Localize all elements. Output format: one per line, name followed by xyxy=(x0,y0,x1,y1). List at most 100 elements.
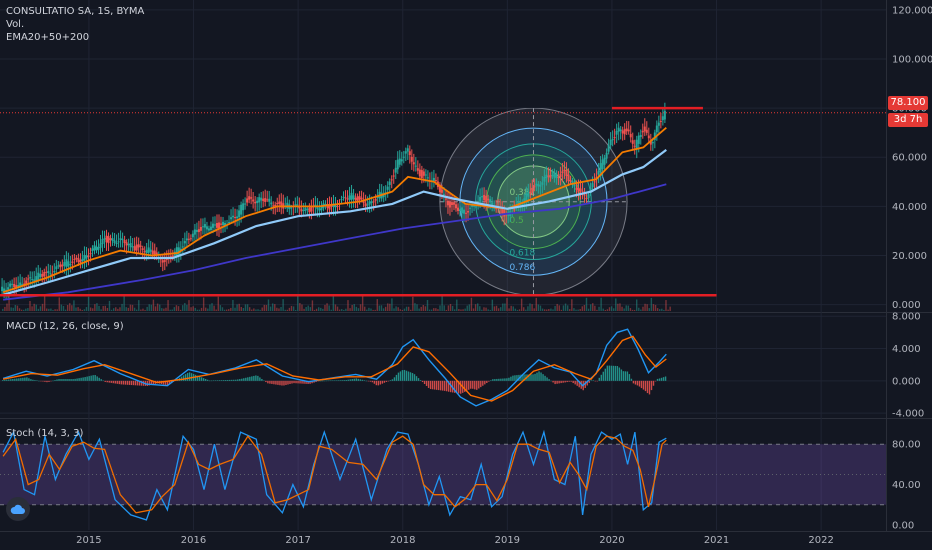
volume-bar xyxy=(156,303,159,311)
volume-bar xyxy=(422,304,425,311)
volume-bar xyxy=(6,303,8,311)
volume-bar xyxy=(652,304,655,311)
macd-histogram-bar xyxy=(261,378,263,381)
stoch-label[interactable]: Stoch (14, 3, 3) xyxy=(6,428,84,439)
candle-body xyxy=(272,205,275,207)
volume-bar xyxy=(179,309,182,311)
candle-body xyxy=(83,254,86,261)
candle-body xyxy=(583,194,586,196)
volume-bar xyxy=(395,306,397,311)
symbol-title[interactable]: CONSULTATIO SA, 1S, BYMA xyxy=(6,6,145,17)
volume-bar xyxy=(64,309,67,311)
volume-bar xyxy=(56,309,58,311)
candle-body xyxy=(539,185,542,187)
macd-histogram-bar xyxy=(305,380,307,384)
candle-body xyxy=(587,194,590,199)
candle-body xyxy=(555,173,558,179)
candle-body xyxy=(635,139,638,150)
volume-bar xyxy=(251,309,253,311)
volume-bar xyxy=(621,306,623,311)
macd-histogram-bar xyxy=(534,373,536,381)
volume-bar xyxy=(135,309,138,311)
ema-label[interactable]: EMA20+50+200 xyxy=(6,32,90,43)
macd-histogram-bar xyxy=(566,380,568,383)
macd-histogram-bar xyxy=(560,380,562,384)
candle-body xyxy=(67,261,70,267)
macd-histogram-bar xyxy=(62,379,64,381)
candle-body xyxy=(1,286,4,292)
volume-bar xyxy=(284,309,286,311)
volume-bar xyxy=(242,308,245,311)
macd-histogram-bar xyxy=(68,379,70,381)
volume-bar xyxy=(351,304,353,311)
volume-label[interactable]: Vol. xyxy=(6,19,25,30)
candle-body xyxy=(280,201,283,208)
macd-label[interactable]: MACD (12, 26, close, 9) xyxy=(6,321,124,332)
macd-histogram-bar xyxy=(524,374,526,381)
ema-line-ema200 xyxy=(2,183,667,301)
macd-histogram-bar xyxy=(389,380,392,381)
volume-bar xyxy=(43,296,46,311)
candle-body xyxy=(310,205,313,212)
candle-body xyxy=(657,122,660,126)
macd-histogram-bar xyxy=(480,380,482,388)
macd-histogram-bar xyxy=(596,380,598,382)
candle-body xyxy=(483,194,486,201)
macd-histogram-bar xyxy=(265,380,267,383)
volume-bar xyxy=(640,309,642,311)
candle-body xyxy=(129,243,132,248)
volume-bar xyxy=(439,305,441,311)
candle-body xyxy=(396,159,399,170)
macd-histogram-bar xyxy=(229,379,231,381)
volume-bar xyxy=(106,307,109,311)
macd-histogram-bar xyxy=(552,380,554,383)
macd-histogram-bar xyxy=(520,374,522,381)
candle-body xyxy=(177,247,180,255)
macd-histogram-bar xyxy=(196,375,199,381)
candle-body xyxy=(410,156,413,162)
macd-histogram-bar xyxy=(241,378,243,381)
candle-body xyxy=(39,273,42,278)
volume-bar xyxy=(79,308,81,311)
macd-histogram-bar xyxy=(299,380,301,384)
candle-body xyxy=(334,204,337,208)
macd-histogram-bar xyxy=(46,380,48,383)
volume-bar xyxy=(332,296,335,311)
macd-histogram-bar xyxy=(652,380,655,386)
candle-body xyxy=(17,284,20,287)
macd-series-signal xyxy=(2,335,667,402)
macd-histogram-bar xyxy=(464,380,466,392)
candle-body xyxy=(320,206,323,211)
macd-histogram-bar xyxy=(642,380,645,390)
volume-bar xyxy=(274,304,276,311)
macd-histogram-bar xyxy=(443,380,446,391)
macd-histogram-bar xyxy=(162,380,165,385)
volume-bar xyxy=(596,309,598,311)
candle-body xyxy=(101,238,104,244)
macd-histogram-bar xyxy=(466,380,468,391)
macd-histogram-bar xyxy=(245,377,247,381)
candle-body xyxy=(55,266,58,270)
tradingview-cloud-icon[interactable] xyxy=(6,497,30,521)
volume-bar xyxy=(77,307,79,311)
volume-bar xyxy=(460,309,462,311)
candle-body xyxy=(308,207,311,213)
macd-histogram-bar xyxy=(247,377,249,381)
macd-histogram-bar xyxy=(186,372,189,381)
volume-bar xyxy=(508,308,510,311)
macd-histogram-bar xyxy=(58,379,60,381)
candle-body xyxy=(585,197,588,199)
candle-body xyxy=(358,196,361,200)
macd-histogram-bar xyxy=(532,374,534,381)
volume-bar xyxy=(661,308,663,311)
macd-histogram-bar xyxy=(168,380,171,385)
candle-body xyxy=(328,204,331,210)
macd-histogram-bar xyxy=(439,380,442,391)
candle-body xyxy=(621,130,624,134)
candle-body xyxy=(302,209,305,211)
candle-body xyxy=(374,198,377,201)
candle-body xyxy=(217,222,220,229)
candle-body xyxy=(31,279,34,281)
fib-level-label: 0.618 xyxy=(509,248,535,258)
